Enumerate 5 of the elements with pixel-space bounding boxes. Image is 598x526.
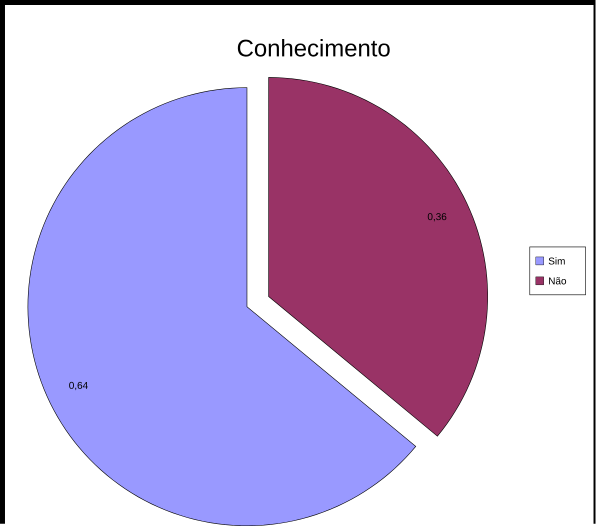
data-label: 0,36 <box>428 213 446 222</box>
chart-title: Conhecimento <box>238 38 390 56</box>
data-label: 0,64 <box>69 382 88 390</box>
legend-label: Não <box>549 277 566 284</box>
legend-label: Sim <box>548 257 565 264</box>
